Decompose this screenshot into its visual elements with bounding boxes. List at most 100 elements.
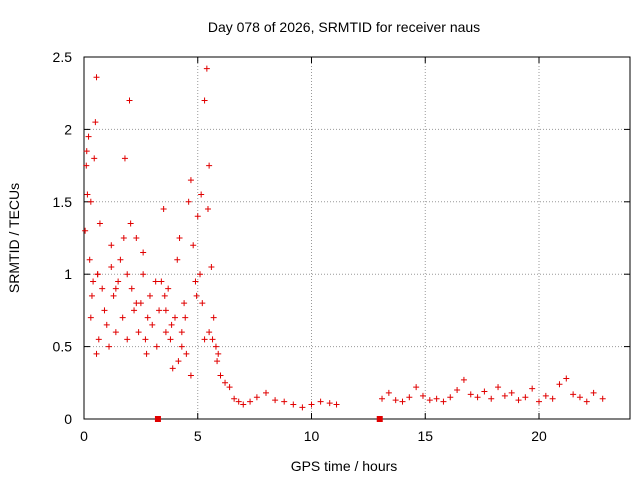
data-point bbox=[169, 365, 176, 372]
data-point bbox=[149, 321, 156, 328]
data-point bbox=[168, 321, 175, 328]
data-point bbox=[88, 292, 95, 299]
data-point bbox=[131, 307, 138, 314]
data-point bbox=[124, 336, 131, 343]
data-point bbox=[165, 285, 172, 292]
data-point bbox=[495, 384, 502, 391]
data-point bbox=[192, 278, 199, 285]
data-point bbox=[204, 206, 211, 213]
data-point bbox=[214, 358, 221, 365]
data-point bbox=[133, 300, 140, 307]
data-point bbox=[199, 300, 206, 307]
y-tick-label: 0.5 bbox=[53, 339, 73, 355]
y-tick-label: 1 bbox=[64, 266, 72, 282]
data-point bbox=[183, 350, 190, 357]
data-point bbox=[240, 401, 247, 408]
data-point bbox=[182, 314, 189, 321]
data-point bbox=[281, 398, 288, 405]
data-point bbox=[86, 256, 93, 263]
data-point bbox=[576, 394, 583, 401]
y-tick-label: 1.5 bbox=[53, 194, 73, 210]
data-point bbox=[215, 350, 222, 357]
data-point bbox=[161, 292, 168, 299]
data-point bbox=[385, 389, 392, 396]
data-point bbox=[119, 314, 126, 321]
data-point bbox=[133, 235, 140, 241]
data-point bbox=[217, 372, 224, 379]
data-point bbox=[178, 329, 185, 336]
data-point bbox=[392, 397, 399, 404]
data-point bbox=[176, 235, 183, 241]
data-point bbox=[160, 206, 167, 213]
data-point bbox=[152, 278, 159, 285]
data-point bbox=[426, 397, 433, 404]
data-point bbox=[193, 292, 200, 299]
data-point bbox=[333, 401, 340, 408]
chart-title: Day 078 of 2026, SRMTID for receiver nau… bbox=[208, 19, 480, 35]
data-point bbox=[83, 148, 90, 155]
data-point bbox=[210, 314, 217, 321]
y-axis-label: SRMTID / TECUs bbox=[6, 183, 22, 293]
data-point bbox=[253, 394, 260, 401]
data-point bbox=[175, 358, 182, 365]
data-point bbox=[128, 285, 135, 292]
data-point bbox=[481, 388, 488, 395]
data-point bbox=[549, 395, 556, 402]
x-tick-label: 5 bbox=[194, 428, 202, 444]
data-point bbox=[201, 336, 208, 343]
data-point bbox=[181, 300, 188, 307]
data-point bbox=[235, 398, 242, 405]
data-point bbox=[187, 177, 194, 184]
zero-marker bbox=[154, 416, 161, 422]
data-point bbox=[140, 249, 147, 256]
data-point bbox=[120, 235, 127, 241]
data-point bbox=[542, 392, 549, 399]
data-point bbox=[317, 398, 324, 405]
data-point bbox=[290, 401, 297, 408]
data-point bbox=[127, 220, 134, 227]
data-point bbox=[124, 271, 131, 278]
data-point bbox=[263, 389, 269, 396]
data-point bbox=[93, 350, 100, 357]
data-point bbox=[126, 97, 133, 104]
data-point bbox=[433, 395, 440, 402]
data-point bbox=[326, 400, 333, 407]
data-point bbox=[99, 285, 106, 292]
data-point bbox=[247, 398, 254, 405]
data-point bbox=[590, 389, 597, 396]
data-point bbox=[212, 343, 219, 350]
data-point bbox=[103, 321, 110, 328]
data-point bbox=[156, 307, 163, 314]
y-tick-label: 2 bbox=[64, 121, 72, 137]
data-point bbox=[563, 375, 570, 382]
axis-ticks: 0 5 10 15 20 0 0.5 1 1.5 2 2.5 bbox=[53, 49, 630, 444]
data-point bbox=[96, 220, 103, 227]
data-point bbox=[201, 97, 208, 104]
data-point bbox=[162, 307, 169, 314]
x-axis-label: GPS time / hours bbox=[291, 458, 398, 474]
data-point bbox=[93, 74, 100, 81]
data-point bbox=[406, 394, 413, 401]
data-point bbox=[508, 389, 515, 396]
data-point bbox=[272, 397, 279, 404]
data-point bbox=[178, 343, 185, 350]
data-point bbox=[501, 392, 508, 399]
data-point bbox=[140, 271, 147, 278]
data-point bbox=[87, 314, 94, 321]
data-point bbox=[599, 395, 606, 402]
zero-marker bbox=[376, 416, 383, 422]
data-point bbox=[106, 343, 113, 350]
data-point bbox=[153, 343, 160, 350]
data-point bbox=[206, 162, 213, 169]
grid bbox=[84, 57, 630, 419]
data-point bbox=[474, 394, 481, 401]
data-point bbox=[209, 336, 216, 343]
data-point bbox=[522, 394, 529, 401]
data-point bbox=[379, 395, 386, 402]
data-point bbox=[440, 398, 447, 405]
data-point bbox=[167, 336, 174, 343]
data-point bbox=[197, 271, 204, 278]
data-point bbox=[90, 278, 97, 285]
